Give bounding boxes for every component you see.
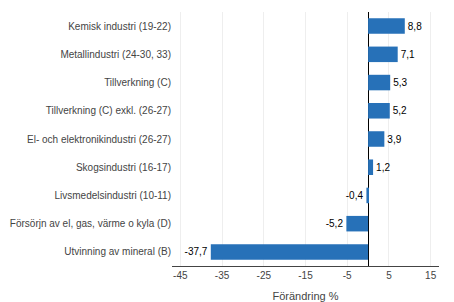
svg-text:Metallindustri (24-30, 33): Metallindustri (24-30, 33) (60, 49, 171, 60)
svg-text:Tillverkning (C): Tillverkning (C) (104, 77, 171, 88)
svg-text:-15: -15 (298, 270, 313, 281)
svg-text:-25: -25 (257, 270, 272, 281)
svg-text:-45: -45 (173, 270, 188, 281)
svg-text:5,2: 5,2 (393, 105, 407, 116)
svg-text:-5,2: -5,2 (326, 218, 344, 229)
svg-text:Tillverkning (C) exkl. (26-27): Tillverkning (C) exkl. (26-27) (46, 105, 171, 116)
svg-text:1,2: 1,2 (376, 162, 390, 173)
svg-text:3,9: 3,9 (387, 134, 401, 145)
svg-text:-5: -5 (343, 270, 352, 281)
svg-text:-0,4: -0,4 (346, 190, 364, 201)
svg-text:8,8: 8,8 (408, 21, 422, 32)
svg-text:5,3: 5,3 (393, 77, 407, 88)
svg-text:-35: -35 (215, 270, 230, 281)
svg-text:Livsmedelsindustri (10-11): Livsmedelsindustri (10-11) (54, 190, 171, 201)
svg-text:7,1: 7,1 (401, 49, 415, 60)
svg-text:Försörjn av el, gas, värme o k: Försörjn av el, gas, värme o kyla (D) (10, 218, 171, 229)
svg-text:Skogsindustri (16-17): Skogsindustri (16-17) (76, 162, 171, 173)
svg-text:5: 5 (386, 270, 392, 281)
svg-text:Kemisk industri (19-22): Kemisk industri (19-22) (68, 21, 171, 32)
svg-text:Förändring %: Förändring % (272, 290, 338, 302)
svg-text:-37,7: -37,7 (185, 246, 208, 257)
svg-text:Utvinning av mineral (B): Utvinning av mineral (B) (64, 246, 171, 257)
svg-text:15: 15 (425, 270, 437, 281)
svg-text:El- och elektronikindustri (26: El- och elektronikindustri (26-27) (27, 134, 171, 145)
